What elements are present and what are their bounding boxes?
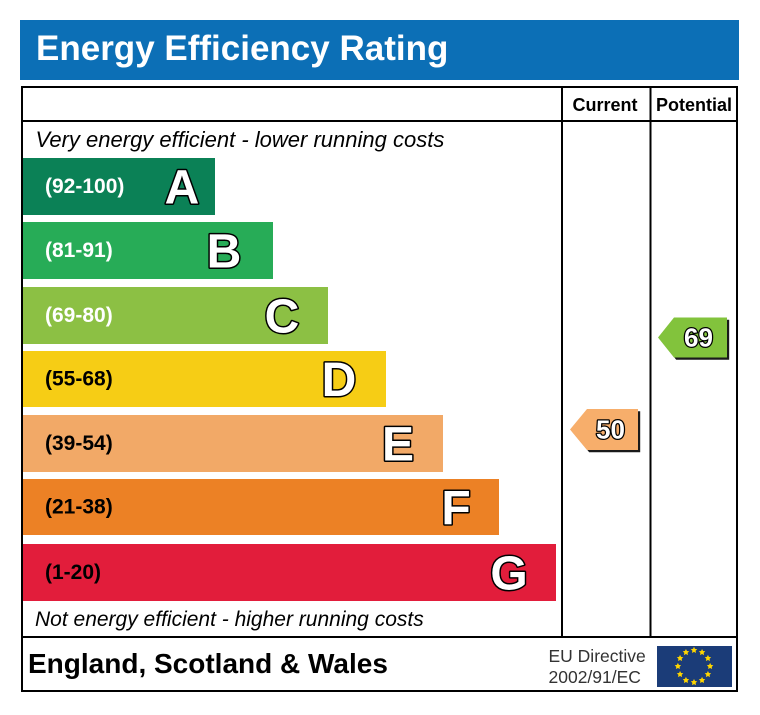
svg-text:69: 69 (684, 323, 713, 353)
svg-text:(21-38): (21-38) (45, 495, 113, 518)
svg-text:A: A (165, 162, 200, 215)
svg-text:(92-100): (92-100) (45, 175, 124, 198)
svg-text:50: 50 (596, 415, 625, 445)
svg-text:Energy Efficiency Rating: Energy Efficiency Rating (36, 29, 448, 68)
svg-text:E: E (382, 419, 414, 472)
svg-text:(81-91): (81-91) (45, 239, 113, 262)
svg-text:Very energy efficient - lower: Very energy efficient - lower running co… (36, 127, 445, 152)
svg-text:EU Directive: EU Directive (549, 646, 646, 666)
svg-text:Not energy efficient - higher: Not energy efficient - higher running co… (35, 608, 424, 631)
svg-text:(1-20): (1-20) (45, 561, 101, 584)
svg-text:B: B (207, 226, 242, 279)
svg-text:G: G (490, 548, 527, 601)
svg-text:(39-54): (39-54) (45, 432, 113, 455)
svg-text:F: F (441, 482, 470, 535)
svg-text:Potential: Potential (656, 95, 732, 115)
svg-text:England, Scotland & Wales: England, Scotland & Wales (28, 648, 388, 679)
svg-text:C: C (265, 291, 300, 344)
svg-text:D: D (322, 354, 357, 407)
svg-text:2002/91/EC: 2002/91/EC (549, 667, 641, 687)
svg-text:(69-80): (69-80) (45, 304, 113, 327)
svg-text:Current: Current (572, 95, 637, 115)
svg-text:(55-68): (55-68) (45, 367, 113, 390)
